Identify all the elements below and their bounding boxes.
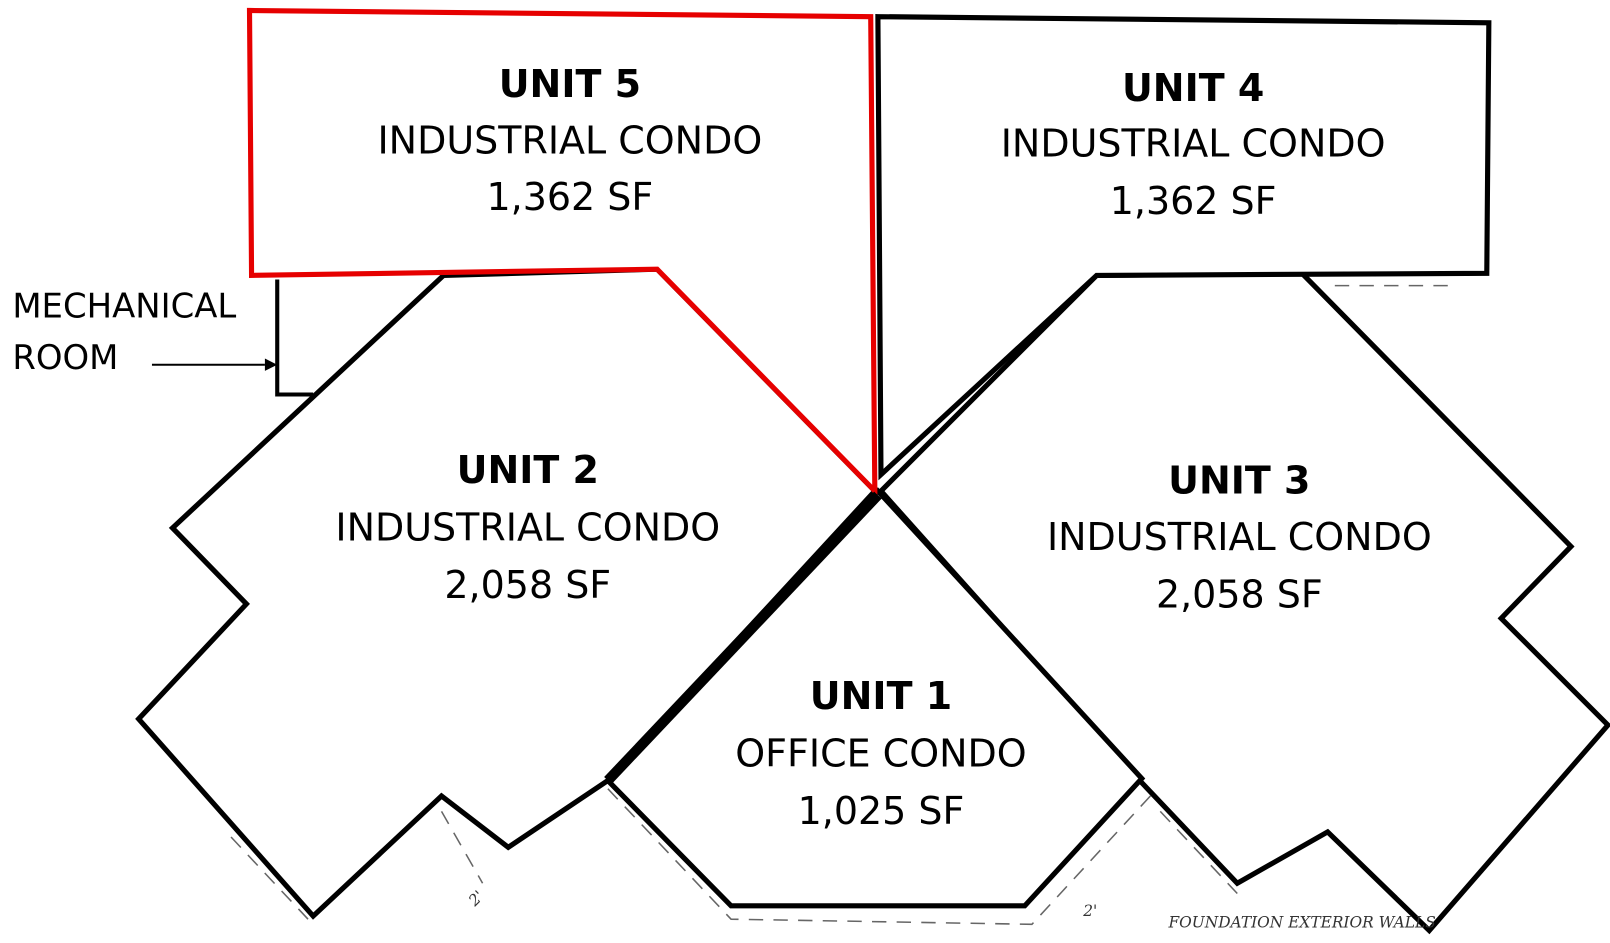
room-label: MECHANICAL xyxy=(12,287,236,326)
unit-use: INDUSTRIAL CONDO xyxy=(1001,122,1386,166)
foundation-line xyxy=(607,788,1156,926)
foundation-line xyxy=(1159,810,1238,895)
unit-area: 1,362 SF xyxy=(486,175,653,219)
mechanical-room xyxy=(275,279,314,397)
unit-name: UNIT 5 xyxy=(499,62,641,106)
unit-area: 2,058 SF xyxy=(1156,572,1323,616)
shared-wall xyxy=(604,491,882,785)
unit-area: 2,058 SF xyxy=(444,563,611,607)
arrow-head xyxy=(264,358,278,371)
unit-name: UNIT 3 xyxy=(1168,458,1310,502)
unit-5-outline xyxy=(246,7,878,498)
unit-name: UNIT 4 xyxy=(1122,66,1264,110)
foundation-line xyxy=(440,810,484,884)
dimension-note: 2' xyxy=(464,887,487,910)
unit-use: INDUSTRIAL CONDO xyxy=(377,118,762,162)
unit-use: INDUSTRIAL CONDO xyxy=(1047,515,1432,559)
unit-name: UNIT 1 xyxy=(810,674,952,718)
foundation-line xyxy=(230,836,309,920)
unit-area: 1,025 SF xyxy=(798,789,965,833)
unit-4-outline xyxy=(875,14,1492,481)
room-label: ROOM xyxy=(12,338,118,377)
unit-use: INDUSTRIAL CONDO xyxy=(335,506,720,550)
dimension-note: 2' xyxy=(1082,902,1097,920)
unit-area: 1,362 SF xyxy=(1110,179,1277,223)
unit-name: UNIT 2 xyxy=(457,448,599,492)
unit-use: OFFICE CONDO xyxy=(735,731,1026,775)
handwritten-note: FOUNDATION EXTERIOR WALLS xyxy=(1167,913,1435,931)
foundation-dashes xyxy=(230,284,1459,926)
